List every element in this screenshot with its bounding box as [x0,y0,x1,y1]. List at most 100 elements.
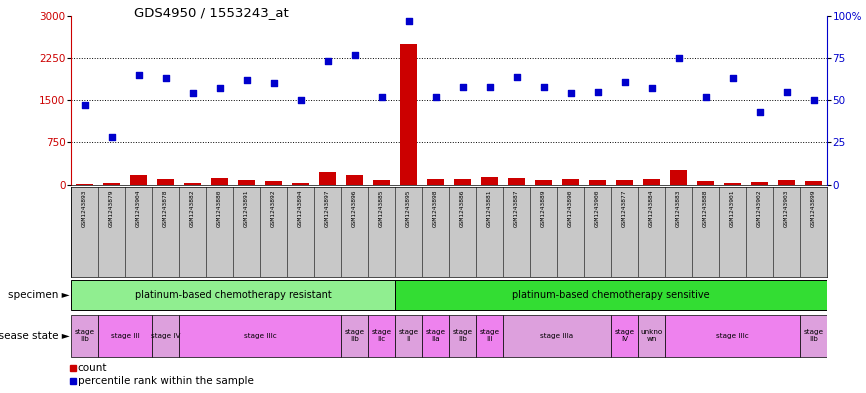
Text: GSM1243880: GSM1243880 [217,189,222,227]
Text: GSM1243904: GSM1243904 [136,189,141,227]
Text: stage
II: stage II [398,329,418,342]
Bar [616,180,633,185]
Bar [427,178,444,185]
Point [509,73,523,80]
Bar [638,314,665,357]
Text: unkno
wn: unkno wn [640,329,662,342]
Bar [265,181,282,185]
Point [617,79,631,85]
Point [158,75,172,81]
Text: GSM1243900: GSM1243900 [595,189,600,227]
Bar [643,178,660,185]
Point [779,88,793,95]
Text: disease state ►: disease state ► [0,331,69,341]
Bar [346,175,364,185]
Bar [669,170,688,185]
Point [564,90,578,97]
Bar [75,184,94,185]
Text: stage IIIc: stage IIIc [716,333,749,339]
Bar [476,314,503,357]
Text: GSM1243896: GSM1243896 [352,189,357,227]
Text: GSM1243877: GSM1243877 [622,189,627,227]
Bar [157,178,174,185]
Bar [238,180,255,185]
Text: GSM1243881: GSM1243881 [487,189,492,227]
Text: GSM1243902: GSM1243902 [757,189,762,227]
Point [347,51,361,58]
Text: GSM1243901: GSM1243901 [730,189,735,227]
Bar [800,314,827,357]
Bar [481,177,498,185]
Point [726,75,740,81]
Bar [507,178,526,185]
Point [644,85,658,92]
Bar [98,314,152,357]
Text: GSM1243889: GSM1243889 [541,189,546,227]
Text: stage
IV: stage IV [615,329,635,342]
Point [699,94,713,100]
Point [456,84,469,90]
Point [402,18,416,24]
Bar [449,314,476,357]
Text: GSM1243887: GSM1243887 [514,189,519,227]
Bar [400,44,417,185]
Point [78,102,92,108]
Text: stage
IIb: stage IIb [804,329,824,342]
Text: stage
IIb: stage IIb [452,329,473,342]
Bar [665,314,800,357]
Text: stage IIIa: stage IIIa [540,333,573,339]
Text: GSM1243879: GSM1243879 [109,189,114,227]
Text: GSM1243899: GSM1243899 [811,189,816,227]
Point [537,84,551,90]
Text: stage IV: stage IV [151,333,180,339]
Text: GSM1243891: GSM1243891 [244,189,249,227]
Point [267,80,281,86]
Text: GSM1243885: GSM1243885 [379,189,384,227]
Point [132,72,145,78]
Text: GSM1243886: GSM1243886 [460,189,465,227]
Text: GSM1243898: GSM1243898 [433,189,438,227]
Text: stage
III: stage III [480,329,500,342]
Text: stage
IIb: stage IIb [345,329,365,342]
Text: stage
IIb: stage IIb [74,329,94,342]
Text: GSM1243882: GSM1243882 [190,189,195,227]
Text: GSM1243895: GSM1243895 [406,189,411,227]
Point [185,90,199,97]
Text: GSM1243892: GSM1243892 [271,189,276,227]
Point [753,109,766,115]
Point [212,85,226,92]
Bar [503,314,611,357]
Point [429,94,443,100]
Point [482,84,496,90]
Bar [179,314,341,357]
Point [672,55,686,61]
Text: platinum-based chemotherapy resistant: platinum-based chemotherapy resistant [134,290,332,300]
Bar [372,180,391,185]
Text: GSM1243883: GSM1243883 [676,189,681,227]
Text: stage
IIa: stage IIa [425,329,446,342]
Text: platinum-based chemotherapy sensitive: platinum-based chemotherapy sensitive [512,290,710,300]
Bar [805,181,823,185]
Text: percentile rank within the sample: percentile rank within the sample [78,376,254,386]
Text: GDS4950 / 1553243_at: GDS4950 / 1553243_at [134,6,289,19]
Text: GSM1243888: GSM1243888 [703,189,708,227]
Bar [589,180,606,185]
Text: GSM1243894: GSM1243894 [298,189,303,227]
Text: GSM1243884: GSM1243884 [649,189,654,227]
Text: count: count [78,363,107,373]
Bar [71,314,98,357]
Bar [341,314,368,357]
Bar [395,280,827,310]
Point [105,134,119,141]
Text: GSM1243878: GSM1243878 [163,189,168,227]
Point [591,88,604,95]
Bar [562,179,579,185]
Bar [103,183,120,185]
Bar [319,172,336,185]
Point [806,97,820,103]
Bar [130,174,147,185]
Text: GSM1243903: GSM1243903 [784,189,789,227]
Bar [368,314,395,357]
Point [240,77,254,83]
Text: stage IIIc: stage IIIc [243,333,276,339]
